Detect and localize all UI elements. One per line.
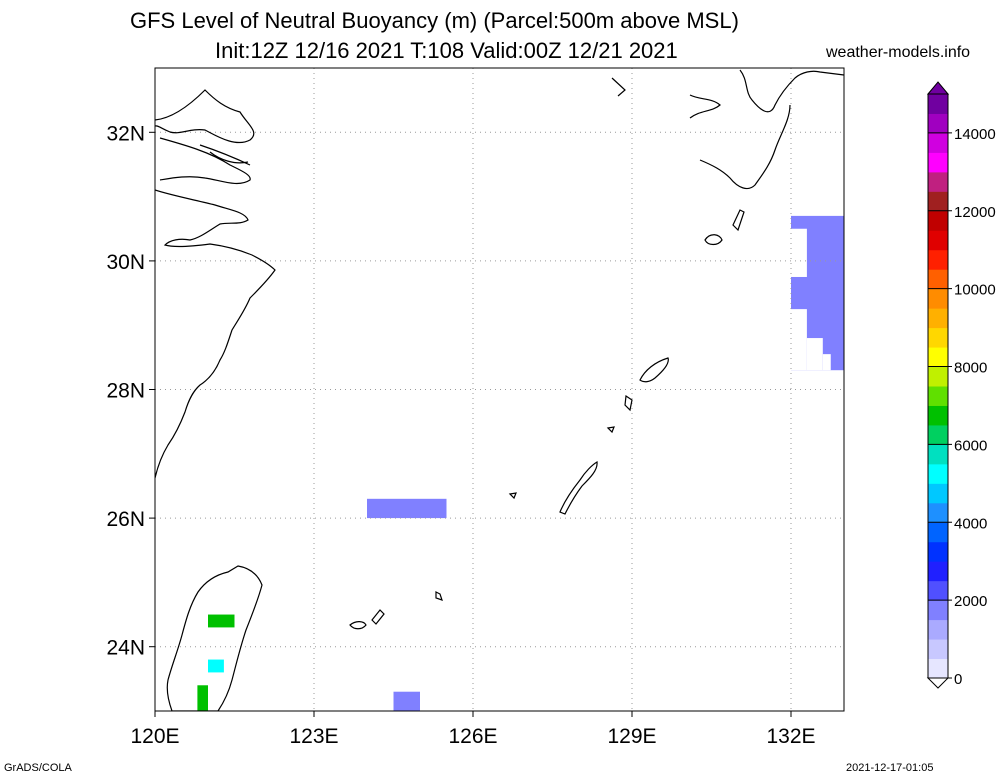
colorbar-label: 6000 <box>954 437 987 454</box>
lnb-cell-cutout <box>822 354 831 371</box>
colorbar-swatch <box>928 600 948 621</box>
colorbar-label: 14000 <box>954 126 996 143</box>
colorbar-max-arrow <box>926 81 950 95</box>
lnb-cell-cutout <box>791 228 807 277</box>
colorbar-swatch <box>928 210 948 231</box>
colorbar-swatch <box>928 561 948 582</box>
island <box>704 234 723 246</box>
colorbar-swatch <box>928 132 948 153</box>
island <box>559 461 598 515</box>
colorbar-swatch <box>928 327 948 348</box>
lon-tick-label: 129E <box>607 725 656 748</box>
colorbar-label: 0 <box>954 671 962 688</box>
colorbar-swatch <box>928 405 948 426</box>
island <box>508 492 517 500</box>
coastlines <box>155 69 844 711</box>
chart-subtitle: Init:12Z 12/16 2021 T:108 Valid:00Z 12/2… <box>215 38 678 63</box>
colorbar-label: 8000 <box>954 360 987 377</box>
colorbar-swatch <box>928 249 948 270</box>
colorbar-label: 2000 <box>954 593 987 610</box>
colorbar-swatch <box>928 191 948 212</box>
colorbar-label: 12000 <box>954 204 996 221</box>
colorbar-swatch <box>928 463 948 484</box>
footer-credit: GrADS/COLA <box>4 762 72 774</box>
colorbar-swatch <box>928 171 948 192</box>
lnb-cell-taiwan-south <box>197 685 208 711</box>
lon-tick-label: 120E <box>130 725 179 748</box>
lon-tick-label: 132E <box>766 725 815 748</box>
lat-tick-label: 24N <box>106 637 145 660</box>
colorbar-swatch <box>928 152 948 173</box>
chart-title: GFS Level of Neutral Buoyancy (m) (Parce… <box>130 8 739 33</box>
colorbar-swatch <box>928 483 948 504</box>
axis-ticks: 32N 30N 28N 26N 24N 120E 123E 126E 129E 132E <box>106 122 815 748</box>
taiwan-coastline <box>166 565 263 711</box>
colorbar-swatch <box>928 541 948 562</box>
footer-timestamp: 2021-12-17-01:05 <box>846 762 934 774</box>
colorbar-swatch <box>928 639 948 660</box>
colorbar-swatch <box>928 522 948 543</box>
colorbar-swatch <box>928 619 948 640</box>
colorbar-swatch <box>928 366 948 387</box>
colorbar-swatch <box>928 580 948 601</box>
colorbar-min-arrow <box>926 677 950 689</box>
colorbar-swatch <box>928 386 948 406</box>
colorbar-swatch <box>928 113 948 134</box>
china-estuary <box>199 144 251 166</box>
island <box>732 209 745 232</box>
lnb-cell-south-block <box>393 691 420 711</box>
colorbar-swatch <box>928 230 948 251</box>
lnb-cell-taiwan-mid <box>208 659 224 673</box>
colorbar-swatch <box>928 347 948 368</box>
colorbar-label: 4000 <box>954 515 987 532</box>
island <box>624 394 633 412</box>
lat-tick-label: 28N <box>106 380 145 403</box>
lnb-field <box>197 215 844 711</box>
colorbar-swatch <box>928 502 948 523</box>
colorbar: 0 2000 4000 6000 8000 10000 12000 14000 <box>926 81 996 689</box>
site-credit: weather-models.info <box>826 44 971 61</box>
island <box>349 621 367 630</box>
colorbar-swatch <box>928 269 948 290</box>
lnb-cell-cutout <box>806 338 823 371</box>
china-coastline <box>155 89 276 479</box>
lnb-cell-cutout <box>791 309 807 371</box>
colorbar-label: 10000 <box>954 282 996 299</box>
lat-tick-label: 30N <box>106 251 145 274</box>
kyushu-coastline <box>611 69 844 190</box>
graticule <box>154 68 844 711</box>
island <box>606 426 615 434</box>
colorbar-swatch <box>928 658 948 679</box>
lnb-cell-taiwan-north <box>208 614 235 628</box>
colorbar-swatch <box>928 308 948 329</box>
lat-tick-label: 26N <box>106 508 145 531</box>
lon-tick-label: 126E <box>448 725 497 748</box>
colorbar-swatch <box>928 444 948 465</box>
island <box>435 591 443 601</box>
colorbar-swatch <box>928 288 948 309</box>
lon-tick-label: 123E <box>289 725 338 748</box>
lnb-cell-central-block <box>367 498 447 519</box>
island <box>639 357 669 383</box>
colorbar-swatch <box>928 424 948 445</box>
colorbar-swatch <box>928 94 948 114</box>
lat-tick-label: 32N <box>106 122 145 145</box>
island <box>371 609 385 625</box>
